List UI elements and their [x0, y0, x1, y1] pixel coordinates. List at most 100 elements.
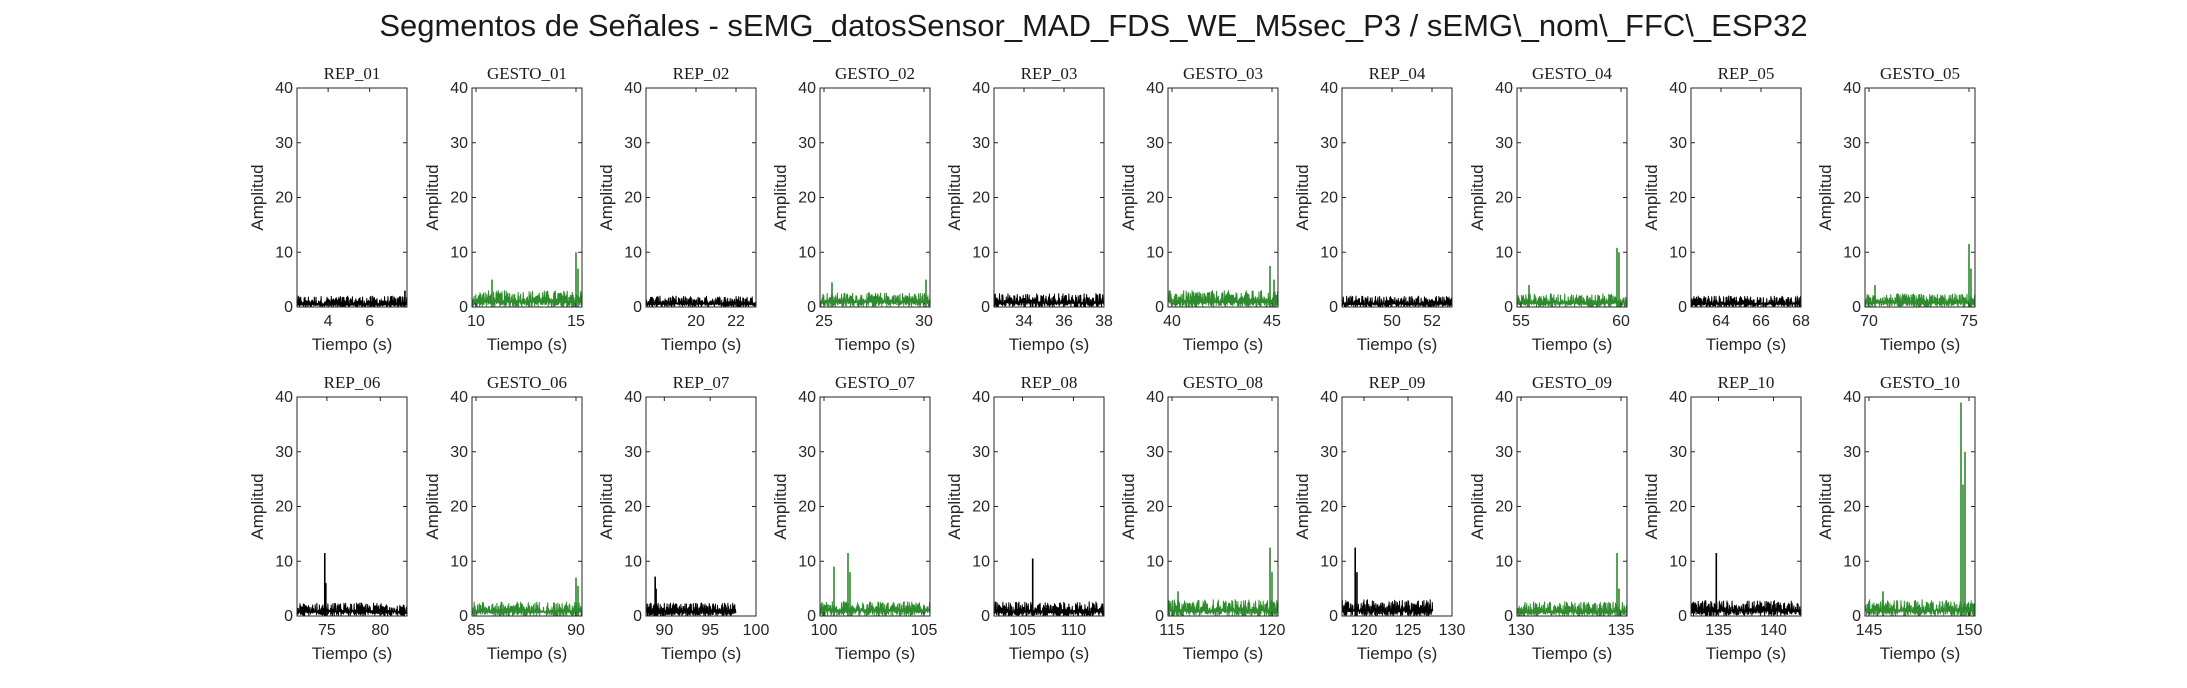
x-axis-label: Tiempo (s)	[487, 644, 568, 663]
x-tick-label: 50	[1383, 313, 1401, 330]
panel-title: GESTO_09	[1532, 373, 1612, 392]
y-axis-label: Amplitud	[597, 473, 616, 539]
x-axis-label: Tiempo (s)	[835, 335, 916, 354]
y-tick-label: 40	[1495, 80, 1513, 97]
panel-title: GESTO_06	[487, 373, 567, 392]
signal-trace	[1864, 293, 1976, 308]
x-tick-label: 70	[1860, 313, 1878, 330]
signal-trace	[645, 602, 737, 617]
y-tick-label: 40	[1669, 389, 1687, 406]
y-tick-label: 20	[1320, 499, 1338, 516]
x-tick-label: 130	[1439, 622, 1466, 639]
panel-title: REP_09	[1369, 373, 1426, 392]
y-tick-label: 0	[284, 608, 293, 625]
y-tick-label: 40	[1843, 389, 1861, 406]
signal-trace	[1167, 599, 1279, 617]
x-tick-label: 120	[1351, 622, 1378, 639]
panel-rep-10: REP_10 0 10 20 30 40 135 140 Tiempo (s) Amplitud	[1642, 373, 1802, 663]
y-tick-label: 0	[1852, 299, 1861, 316]
panel-title: REP_04	[1369, 64, 1426, 83]
axes-frame	[1341, 87, 1453, 308]
panel-gesto-09: GESTO_09 0 10 20 30 40 130 135 Tiempo (s) Amplitu…	[1468, 373, 1634, 663]
y-tick-label: 30	[972, 444, 990, 461]
axes-frame	[1864, 396, 1976, 617]
signal-trace	[819, 601, 931, 617]
y-axis-label: Amplitud	[771, 473, 790, 539]
y-tick-label: 20	[1495, 190, 1513, 207]
y-tick-label: 40	[624, 389, 642, 406]
y-axis-label: Amplitud	[1119, 473, 1138, 539]
y-tick-label: 0	[1852, 608, 1861, 625]
axes-frame	[296, 396, 408, 617]
y-axis-label: Amplitud	[423, 164, 442, 230]
y-tick-label: 30	[275, 444, 293, 461]
y-tick-label: 10	[1320, 553, 1338, 570]
y-tick-label: 30	[1320, 135, 1338, 152]
y-tick-label: 30	[972, 135, 990, 152]
y-tick-label: 0	[633, 299, 642, 316]
x-tick-label: 115	[1159, 622, 1185, 639]
x-tick-label: 36	[1055, 313, 1073, 330]
panel-gesto-10: GESTO_10 0 10 20 30 40 145 150 Tiempo (s) Amplitu…	[1816, 373, 1982, 663]
axes-frame	[819, 87, 931, 308]
signal-trace	[993, 601, 1105, 617]
signal-trace	[1864, 599, 1976, 617]
panel-title: REP_07	[673, 373, 730, 392]
x-tick-label: 105	[1009, 622, 1036, 639]
signal-trace	[645, 295, 757, 308]
y-axis-label: Amplitud	[1816, 164, 1835, 230]
y-axis-label: Amplitud	[945, 473, 964, 539]
x-tick-label: 22	[727, 313, 745, 330]
x-axis-label: Tiempo (s)	[312, 335, 393, 354]
y-tick-label: 40	[1146, 80, 1164, 97]
y-tick-label: 20	[1669, 499, 1687, 516]
y-axis-label: Amplitud	[597, 164, 616, 230]
figure-title: Segmentos de Señales - sEMG_datosSensor_…	[379, 8, 1808, 43]
x-tick-label: 40	[1163, 313, 1181, 330]
y-tick-label: 10	[275, 244, 293, 261]
y-tick-label: 10	[1843, 244, 1861, 261]
y-tick-label: 40	[1146, 389, 1164, 406]
signal-trace	[1690, 600, 1802, 617]
panel-rep-03: REP_03 0 10 20 30 40 34 36 38 Tiempo (s) Amplitud	[945, 64, 1113, 354]
x-axis-label: Tiempo (s)	[1357, 644, 1438, 663]
axes-frame	[645, 396, 757, 617]
x-tick-label: 90	[655, 622, 673, 639]
x-tick-label: 10	[467, 313, 485, 330]
panel-rep-04: REP_04 0 10 20 30 40 50 52 Tiempo (s) Amplitud	[1293, 64, 1453, 354]
y-tick-label: 40	[624, 80, 642, 97]
panel-title: REP_05	[1718, 64, 1775, 83]
y-tick-label: 40	[972, 80, 990, 97]
y-tick-label: 10	[1320, 244, 1338, 261]
signal-trace	[471, 290, 583, 308]
x-tick-label: 120	[1259, 622, 1286, 639]
y-tick-label: 10	[1146, 553, 1164, 570]
y-tick-label: 40	[450, 389, 468, 406]
y-tick-label: 40	[450, 80, 468, 97]
y-tick-label: 0	[1678, 608, 1687, 625]
y-tick-label: 30	[1146, 444, 1164, 461]
y-tick-label: 0	[1329, 608, 1338, 625]
x-tick-label: 75	[1960, 313, 1978, 330]
y-axis-label: Amplitud	[1293, 164, 1312, 230]
y-tick-label: 40	[1320, 80, 1338, 97]
y-tick-label: 10	[972, 244, 990, 261]
axes-frame	[1167, 87, 1279, 308]
y-tick-label: 0	[1155, 299, 1164, 316]
y-tick-label: 0	[459, 608, 468, 625]
y-axis-label: Amplitud	[248, 473, 267, 539]
axes-frame	[819, 396, 931, 617]
panel-title: GESTO_03	[1183, 64, 1263, 83]
y-tick-label: 40	[1495, 389, 1513, 406]
y-tick-label: 30	[450, 444, 468, 461]
y-tick-label: 30	[1843, 444, 1861, 461]
y-tick-label: 40	[1843, 80, 1861, 97]
signal-trace	[1516, 293, 1628, 308]
panel-rep-06: REP_06 0 10 20 30 40 75 80 Tiempo (s) Amplitud	[248, 373, 408, 663]
axes-frame	[993, 87, 1105, 308]
axes-frame	[1690, 87, 1802, 308]
